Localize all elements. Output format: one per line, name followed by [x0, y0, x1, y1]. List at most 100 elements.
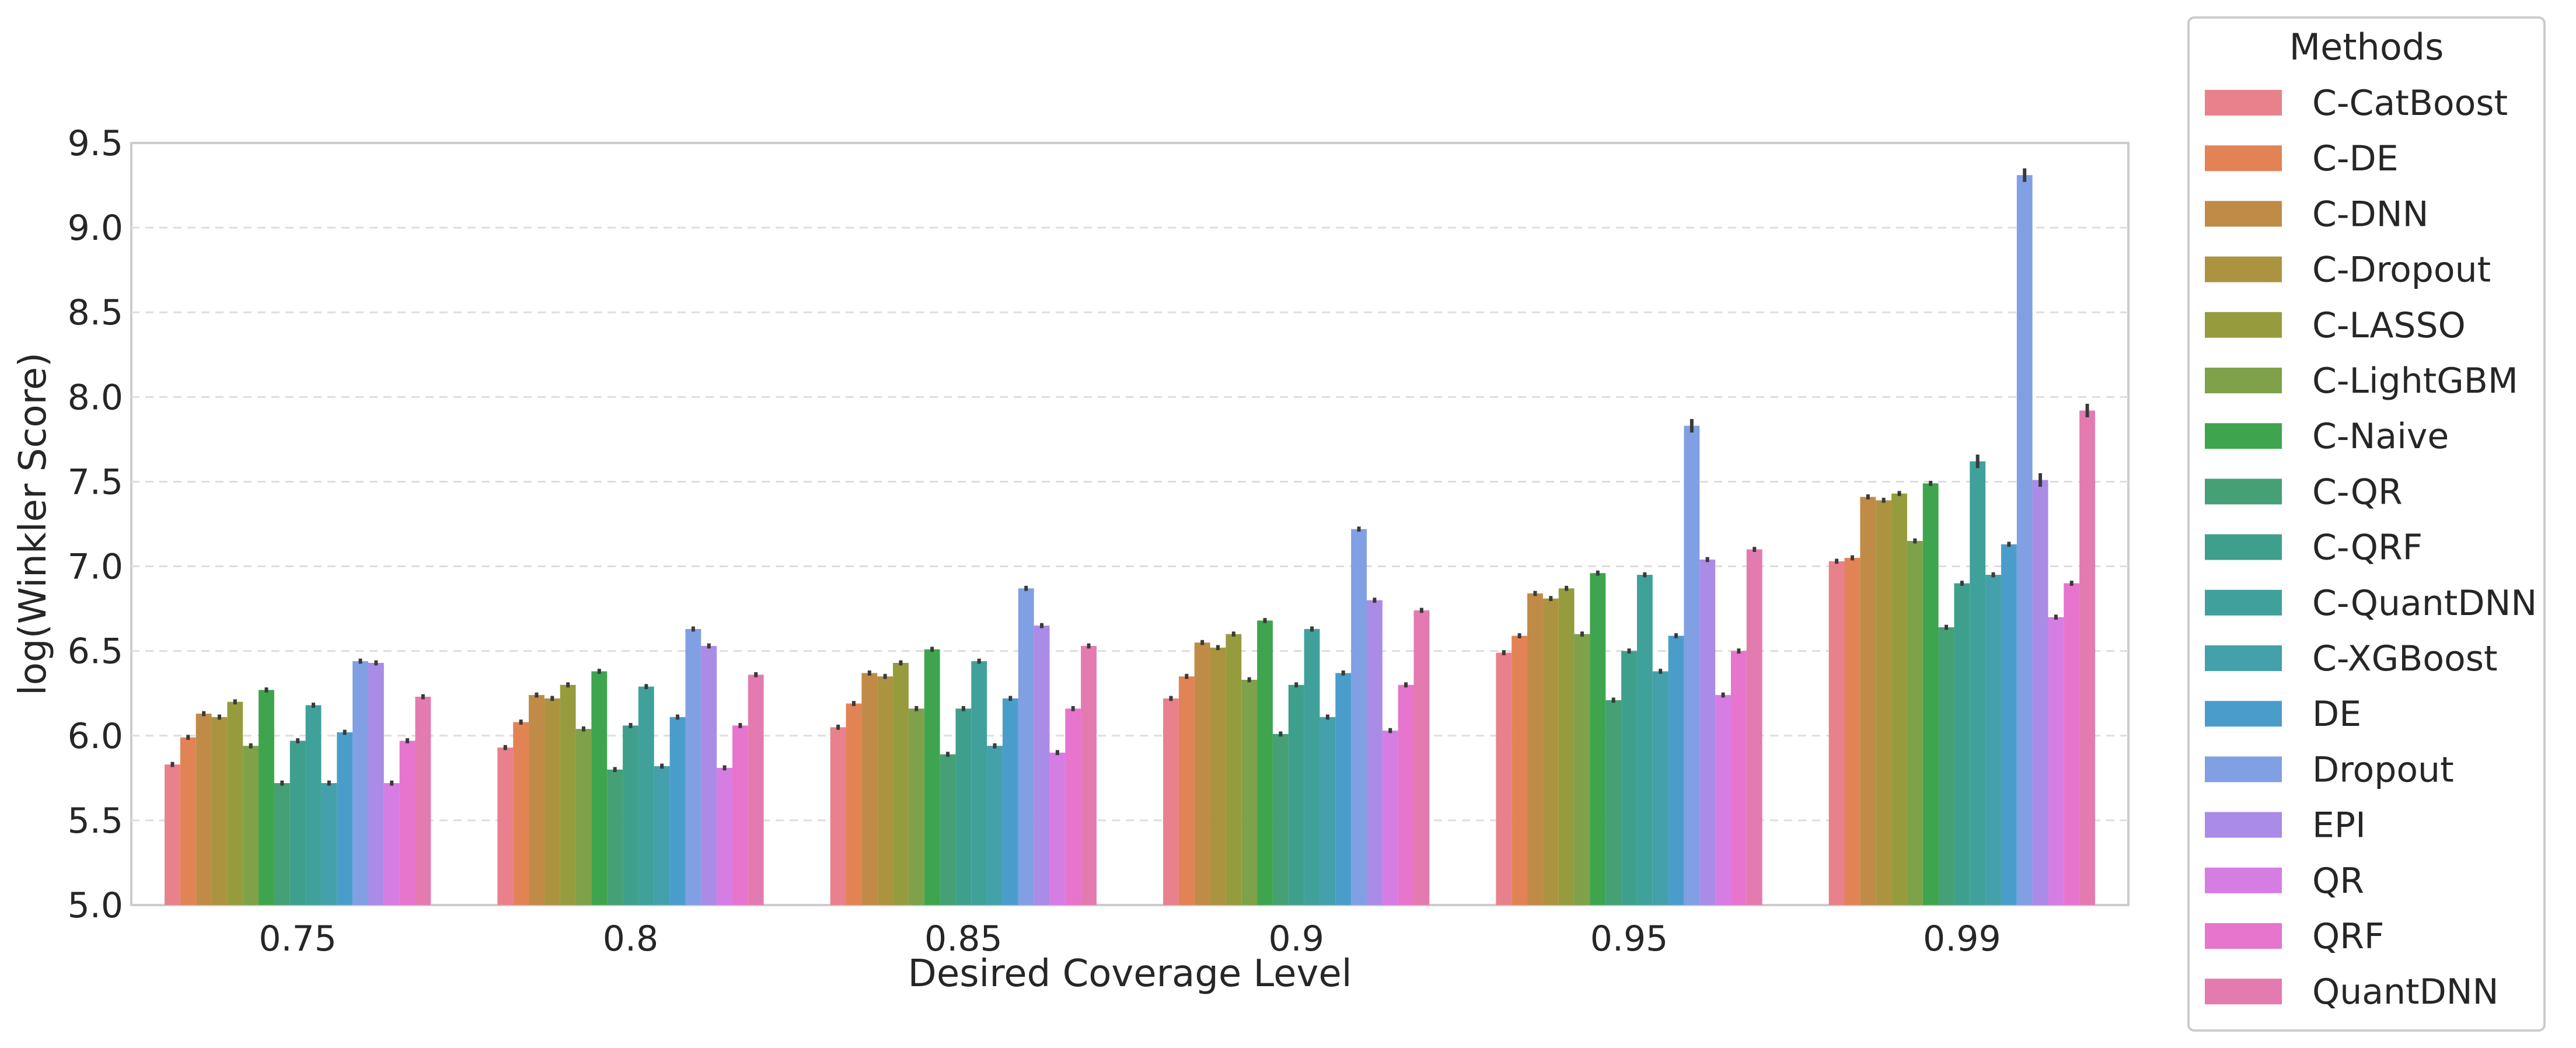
- bar: [1366, 600, 1383, 905]
- bar: [861, 673, 878, 905]
- y-tick-label: 9.0: [68, 208, 123, 249]
- bar: [1304, 628, 1320, 905]
- y-gridlines: [131, 226, 2128, 822]
- bar: [1985, 575, 2001, 905]
- bar: [877, 676, 893, 905]
- bar: [717, 767, 732, 905]
- bar: [1891, 493, 1907, 905]
- bar: [732, 725, 748, 905]
- bars: [165, 175, 2095, 905]
- bar: [1081, 645, 1097, 905]
- x-tick-label: 0.75: [259, 918, 337, 959]
- bar: [259, 690, 274, 905]
- legend-swatch: [2205, 145, 2282, 172]
- y-tick-label: 6.5: [68, 631, 123, 672]
- bar: [2048, 617, 2064, 905]
- bar: [1226, 634, 1242, 905]
- legend-label: QRF: [2312, 916, 2384, 957]
- y-tick-label: 9.5: [68, 123, 123, 164]
- legend-label: C-XGBoost: [2312, 638, 2498, 679]
- bar: [1241, 680, 1258, 905]
- bar: [607, 769, 623, 905]
- bar: [1860, 497, 1876, 905]
- bar: [1351, 529, 1367, 905]
- bar: [1715, 695, 1731, 905]
- bar: [1018, 588, 1034, 905]
- bar: [1413, 610, 1430, 905]
- legend-label: Dropout: [2312, 749, 2454, 790]
- bar: [591, 671, 608, 905]
- bar: [685, 628, 701, 905]
- legend-swatch: [2205, 423, 2282, 449]
- legend-label: C-LASSO: [2312, 305, 2466, 346]
- bar: [1288, 684, 1304, 905]
- legend-label: QuantDNN: [2312, 972, 2499, 1012]
- bar: [908, 708, 924, 905]
- bar: [399, 740, 416, 905]
- y-tick-label: 8.5: [68, 292, 123, 333]
- bar: [1590, 573, 1606, 905]
- legend-swatch: [2205, 645, 2282, 671]
- legend-label: C-LightGBM: [2312, 361, 2518, 401]
- bar: [1574, 634, 1590, 905]
- legend-swatch: [2205, 90, 2282, 116]
- bar: [1699, 559, 1716, 905]
- bar: [2064, 583, 2080, 905]
- bar: [165, 764, 180, 905]
- bar: [1512, 635, 1528, 905]
- bar: [1210, 647, 1226, 905]
- legend-label: C-QuantDNN: [2312, 583, 2537, 624]
- legend-swatch: [2205, 923, 2282, 949]
- legend-label: C-DNN: [2312, 194, 2429, 235]
- bar: [575, 729, 592, 905]
- bar: [1382, 731, 1398, 905]
- bar: [1065, 708, 1081, 905]
- legend-swatch: [2205, 701, 2282, 727]
- bar: [1730, 651, 1747, 905]
- y-tick-label: 5.5: [68, 801, 123, 841]
- bar: [497, 747, 514, 905]
- plot-area: [130, 142, 2130, 906]
- error-bars: [170, 168, 2089, 786]
- bar: [669, 717, 686, 905]
- bar: [846, 703, 862, 905]
- bar: [1970, 461, 1986, 905]
- y-tick-label: 6.0: [68, 716, 123, 757]
- bar: [1178, 676, 1195, 905]
- y-tick-label: 7.0: [68, 547, 123, 588]
- bar: [415, 697, 431, 905]
- bar: [1542, 598, 1559, 905]
- bar: [383, 783, 400, 905]
- bar: [1828, 561, 1845, 905]
- bar: [1335, 673, 1352, 905]
- bar: [1034, 626, 1050, 905]
- x-axis-title: Desired Coverage Level: [908, 952, 1352, 995]
- legend-items: C-CatBoost C-DE C-DNN C-Dropout C-LASSO C-Lig…: [2205, 83, 2537, 1012]
- x-tick-label: 0.99: [1923, 918, 2001, 959]
- x-tick-label: 0.9: [1268, 918, 1324, 959]
- legend-swatch: [2205, 756, 2282, 782]
- y-tick-label: 8.0: [68, 377, 123, 418]
- bar: [1320, 717, 1336, 905]
- bar: [987, 746, 1003, 905]
- legend-label: C-Naive: [2312, 416, 2449, 457]
- bar: [638, 686, 654, 905]
- legend-swatch: [2205, 312, 2282, 338]
- bar: [2016, 175, 2033, 905]
- bar: [243, 746, 259, 905]
- bar: [1605, 700, 1622, 905]
- bar: [654, 766, 670, 905]
- legend-swatch: [2205, 589, 2282, 616]
- bar: [1876, 500, 1892, 905]
- bar: [196, 714, 212, 905]
- bar: [321, 783, 337, 905]
- bar: [289, 740, 306, 905]
- legend-swatch: [2205, 867, 2282, 893]
- bar: [893, 662, 909, 905]
- legend-title: Methods: [2289, 26, 2444, 68]
- legend-label: DE: [2312, 694, 2361, 735]
- bar: [1684, 425, 1700, 905]
- bar: [1938, 627, 1954, 905]
- bar: [924, 649, 940, 905]
